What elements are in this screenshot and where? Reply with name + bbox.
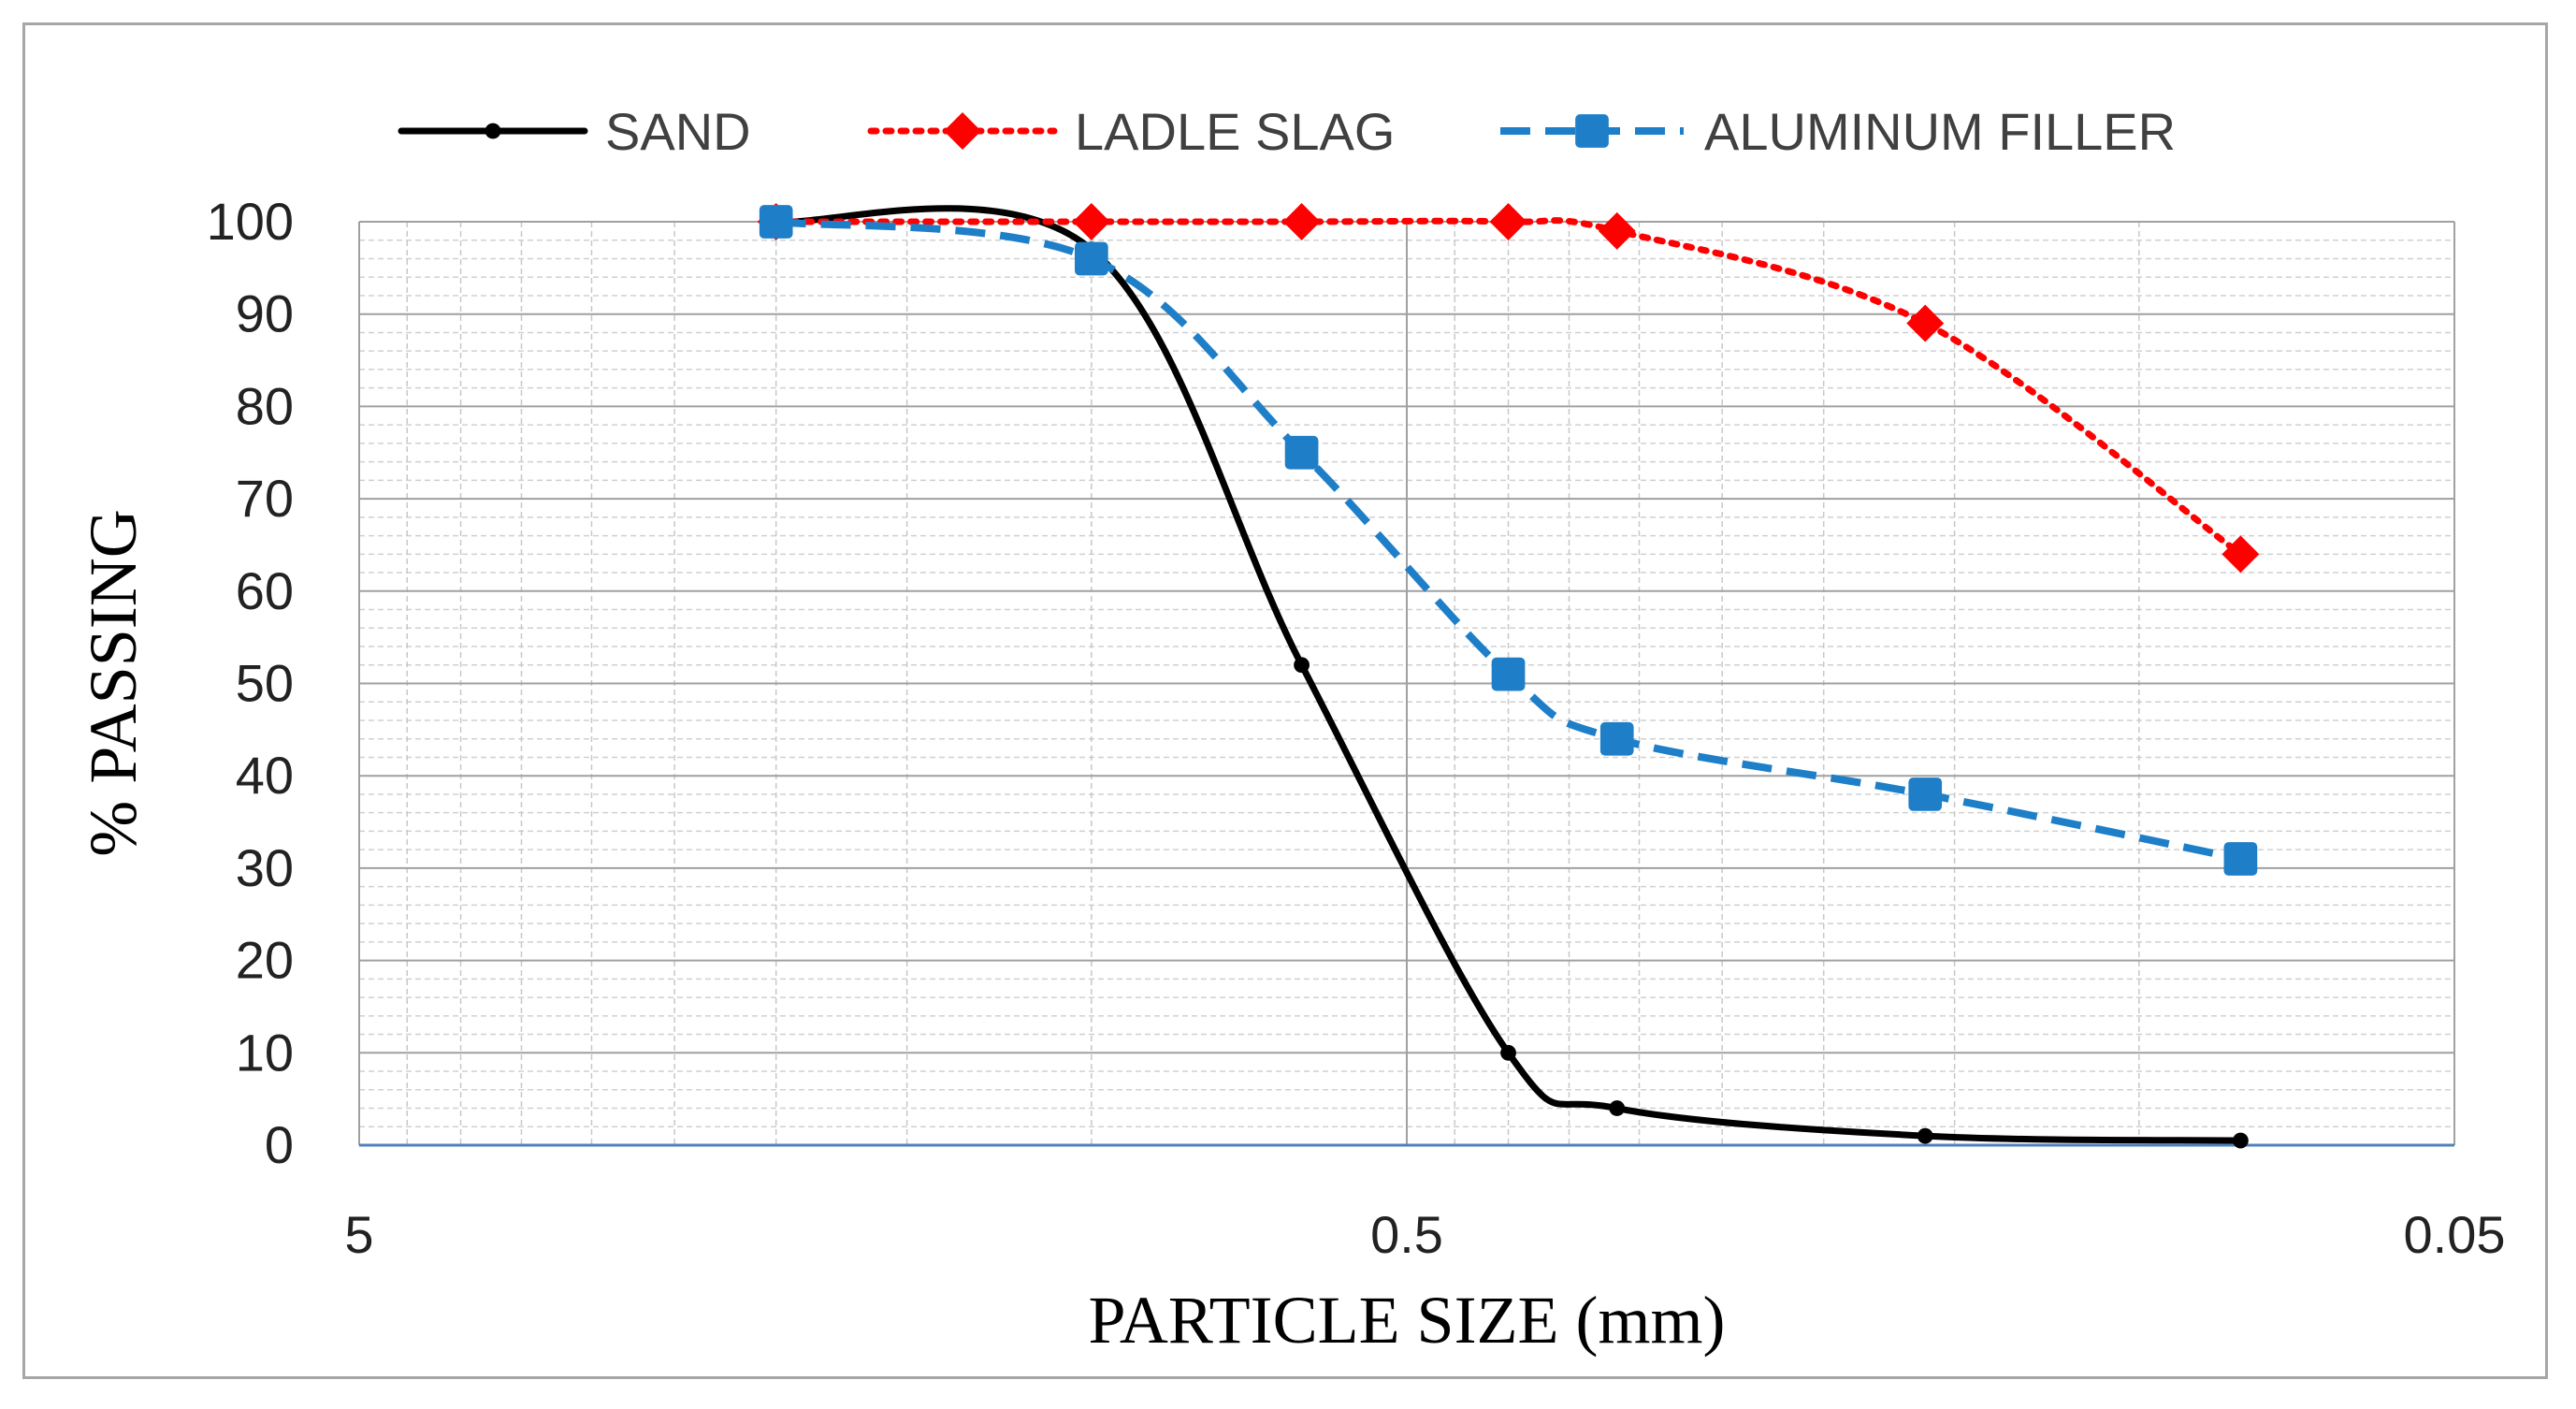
y-tick-label: 70 — [236, 469, 294, 528]
legend-item-aluminum-filler: ALUMINUM FILLER — [1500, 102, 2176, 161]
data-point — [1609, 1100, 1626, 1116]
data-point — [2223, 842, 2258, 876]
data-point — [1500, 1044, 1516, 1061]
y-tick-label: 0 — [265, 1115, 294, 1174]
legend-label: SAND — [605, 102, 751, 161]
series-layer — [757, 203, 2260, 1149]
y-tick-label: 80 — [236, 376, 294, 435]
chart-frame: 0 10 20 30 40 50 60 70 80 90 100 5 0.5 0.05 PARTICLE… — [22, 22, 2548, 1379]
data-point — [1917, 1127, 1933, 1144]
x-tick-label: 0.5 — [1370, 1205, 1443, 1264]
data-point — [1575, 114, 1609, 148]
y-tick-label: 20 — [236, 931, 294, 990]
y-tick-label: 30 — [236, 838, 294, 897]
data-point — [1074, 241, 1108, 276]
legend-label: ALUMINUM FILLER — [1704, 102, 2176, 161]
data-point — [1294, 657, 1310, 674]
data-point — [1906, 304, 1945, 342]
data-point — [1491, 657, 1526, 691]
legend-label: LADLE SLAG — [1075, 102, 1395, 161]
data-point — [1282, 203, 1321, 240]
y-tick-label: 10 — [236, 1023, 294, 1082]
x-tick-label: 0.05 — [2404, 1205, 2506, 1264]
x-tick-label: 5 — [344, 1205, 373, 1264]
series-aluminum-filler — [759, 205, 2258, 876]
y-axis-title: % PASSING — [76, 509, 151, 856]
data-point — [1284, 435, 1319, 470]
data-point — [1908, 777, 1943, 811]
particle-size-chart: 0 10 20 30 40 50 60 70 80 90 100 5 0.5 0.05 PARTICLE… — [76, 102, 2506, 1358]
legend-item-sand: SAND — [398, 102, 751, 161]
y-tick-label: 90 — [236, 284, 294, 343]
x-axis-title: PARTICLE SIZE (mm) — [1088, 1283, 1725, 1358]
data-point — [759, 205, 793, 239]
data-point — [2221, 535, 2260, 574]
y-tick-label: 60 — [236, 561, 294, 620]
x-axis-ticks: 5 0.5 0.05 — [344, 1205, 2505, 1264]
data-point — [1599, 721, 1634, 756]
y-axis-ticks: 0 10 20 30 40 50 60 70 80 90 100 — [207, 192, 294, 1174]
y-tick-label: 50 — [236, 654, 294, 713]
data-point — [1598, 211, 1636, 250]
data-point — [485, 123, 501, 139]
major-gridlines — [358, 221, 2455, 1145]
data-point — [2232, 1132, 2249, 1149]
legend-item-ladle-slag: LADLE SLAG — [867, 102, 1395, 161]
y-tick-label: 100 — [207, 192, 294, 251]
data-point — [1072, 203, 1110, 240]
data-point — [944, 112, 981, 150]
data-point — [1489, 203, 1527, 240]
legend: SAND LADLE SLAG ALUMINUM FILLER — [398, 102, 2176, 161]
y-tick-label: 40 — [236, 746, 294, 805]
